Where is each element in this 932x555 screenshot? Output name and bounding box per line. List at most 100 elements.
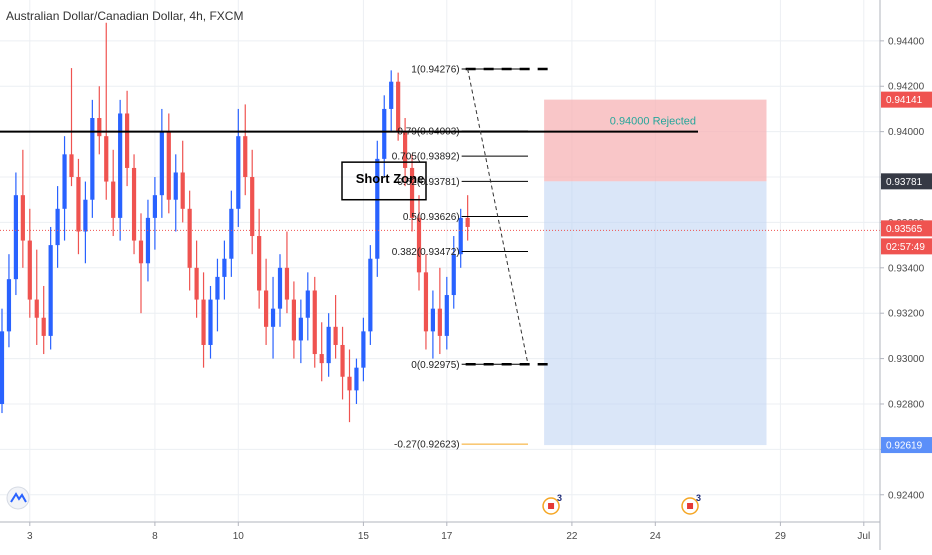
candle-body	[159, 131, 164, 196]
tradingview-logo-icon[interactable]	[6, 486, 30, 510]
candle-body	[13, 195, 18, 280]
candle-body	[6, 279, 12, 332]
candle-body	[465, 217, 470, 227]
candle-body	[201, 299, 206, 345]
drawing-overlays[interactable]: 0.94000 Rejected Short Zone 3 3	[0, 68, 880, 515]
candle-body	[444, 295, 449, 336]
fib-level-label: 0.705(0.93892)	[392, 152, 460, 163]
candle-body	[236, 136, 241, 209]
short-zone-label: Short Zone	[356, 171, 425, 186]
candle-body	[138, 240, 144, 264]
price-label-text: 0.93781	[886, 177, 923, 188]
fib-trend-line[interactable]	[467, 68, 529, 365]
economic-event-icon[interactable]: 3	[542, 493, 562, 515]
fib-level-label: 0.62(0.93781)	[397, 177, 459, 188]
candle-body	[270, 308, 276, 327]
event-count: 3	[696, 493, 701, 503]
time-tick-label: 10	[233, 531, 245, 542]
candle-body	[125, 113, 130, 168]
candle-body	[326, 326, 331, 364]
fib-level-label: 0(0.92975)	[411, 360, 459, 371]
candle-body	[131, 167, 137, 241]
candle-body	[250, 177, 255, 237]
candle-body	[382, 108, 387, 159]
price-label-bg	[881, 437, 932, 454]
candle-body	[416, 217, 422, 273]
fib-level-label: 0.382(0.93472)	[392, 247, 460, 258]
candle-body	[451, 254, 456, 296]
candle-body	[368, 258, 373, 332]
price-tick-label: 0.94200	[888, 82, 925, 93]
candle-body	[340, 344, 345, 377]
time-tick-label: 24	[650, 531, 662, 542]
candle-body	[458, 217, 463, 255]
take-profit-zone	[544, 181, 767, 446]
candle-body	[409, 167, 415, 218]
candle-body	[389, 81, 394, 109]
candle-body	[145, 217, 151, 264]
candle-body	[305, 290, 310, 318]
price-label-countdown: 02:57:49	[881, 238, 932, 255]
time-tick-label: Jul	[857, 531, 870, 542]
candle-body	[423, 272, 429, 332]
price-label-stop: 0.94141	[881, 91, 932, 108]
candle-body	[62, 154, 67, 209]
candle-body	[48, 245, 53, 336]
candle-body	[243, 136, 248, 178]
candle-body	[257, 236, 262, 291]
price-label-bg	[881, 173, 932, 190]
price-tick-label: 0.93400	[888, 263, 925, 274]
rejected-level-label: 0.94000 Rejected	[610, 116, 696, 128]
candle-body	[215, 276, 220, 300]
candle-body	[104, 136, 109, 182]
candle-body	[284, 267, 290, 300]
candle-body	[83, 199, 88, 232]
price-axis[interactable]: 0.944000.942000.940000.938000.936000.934…	[879, 0, 932, 550]
price-label-text: 0.93565	[886, 224, 923, 235]
price-tick-label: 0.93000	[888, 354, 925, 365]
price-tick-label: 0.94000	[888, 127, 925, 138]
price-label-text: 0.94141	[886, 95, 923, 106]
candle-body	[41, 317, 46, 336]
event-count: 3	[557, 493, 562, 503]
fib-retracement[interactable]: 1(0.94276)0.79(0.94003)0.705(0.93892)0.6…	[392, 64, 552, 451]
time-tick-label: 22	[566, 531, 578, 542]
candle-body	[20, 195, 25, 241]
candle-body	[430, 308, 435, 332]
chart-title: Australian Dollar/Canadian Dollar, 4h, F…	[6, 9, 243, 23]
price-tick-label: 0.92400	[888, 490, 925, 501]
short-zone-box[interactable]	[341, 161, 427, 201]
candle-body	[277, 267, 283, 309]
fib-level-label: -0.27(0.92623)	[394, 440, 460, 451]
price-tick-label: 0.92800	[888, 399, 925, 410]
price-label-text: 02:57:49	[886, 242, 925, 253]
candle-body	[396, 81, 401, 132]
economic-event-icon[interactable]: 3	[681, 493, 701, 515]
candle-body	[194, 267, 199, 300]
time-tick-label: 8	[152, 531, 158, 542]
candle-body	[437, 308, 442, 336]
price-label-cursor: 0.93781	[881, 173, 932, 190]
candle-body	[187, 208, 192, 268]
candle-body	[361, 331, 366, 368]
candle-body	[298, 317, 303, 341]
candle-body	[27, 240, 32, 300]
candle-body	[118, 113, 123, 218]
candle-body	[229, 208, 234, 259]
candle-body	[152, 195, 157, 218]
candle-body	[354, 367, 359, 391]
candle-body	[222, 258, 227, 277]
candle-body	[208, 299, 213, 345]
price-label-bg	[881, 238, 932, 255]
time-tick-label: 29	[775, 531, 787, 542]
price-label-bg	[881, 91, 932, 108]
candle-body	[347, 376, 352, 391]
price-label-bg	[881, 220, 932, 237]
position-zones	[544, 99, 767, 446]
candle-body	[180, 172, 185, 209]
time-axis[interactable]: 38101517222429Jul68	[0, 521, 932, 542]
event-flag-icon	[548, 503, 555, 509]
candle-body	[90, 118, 95, 200]
